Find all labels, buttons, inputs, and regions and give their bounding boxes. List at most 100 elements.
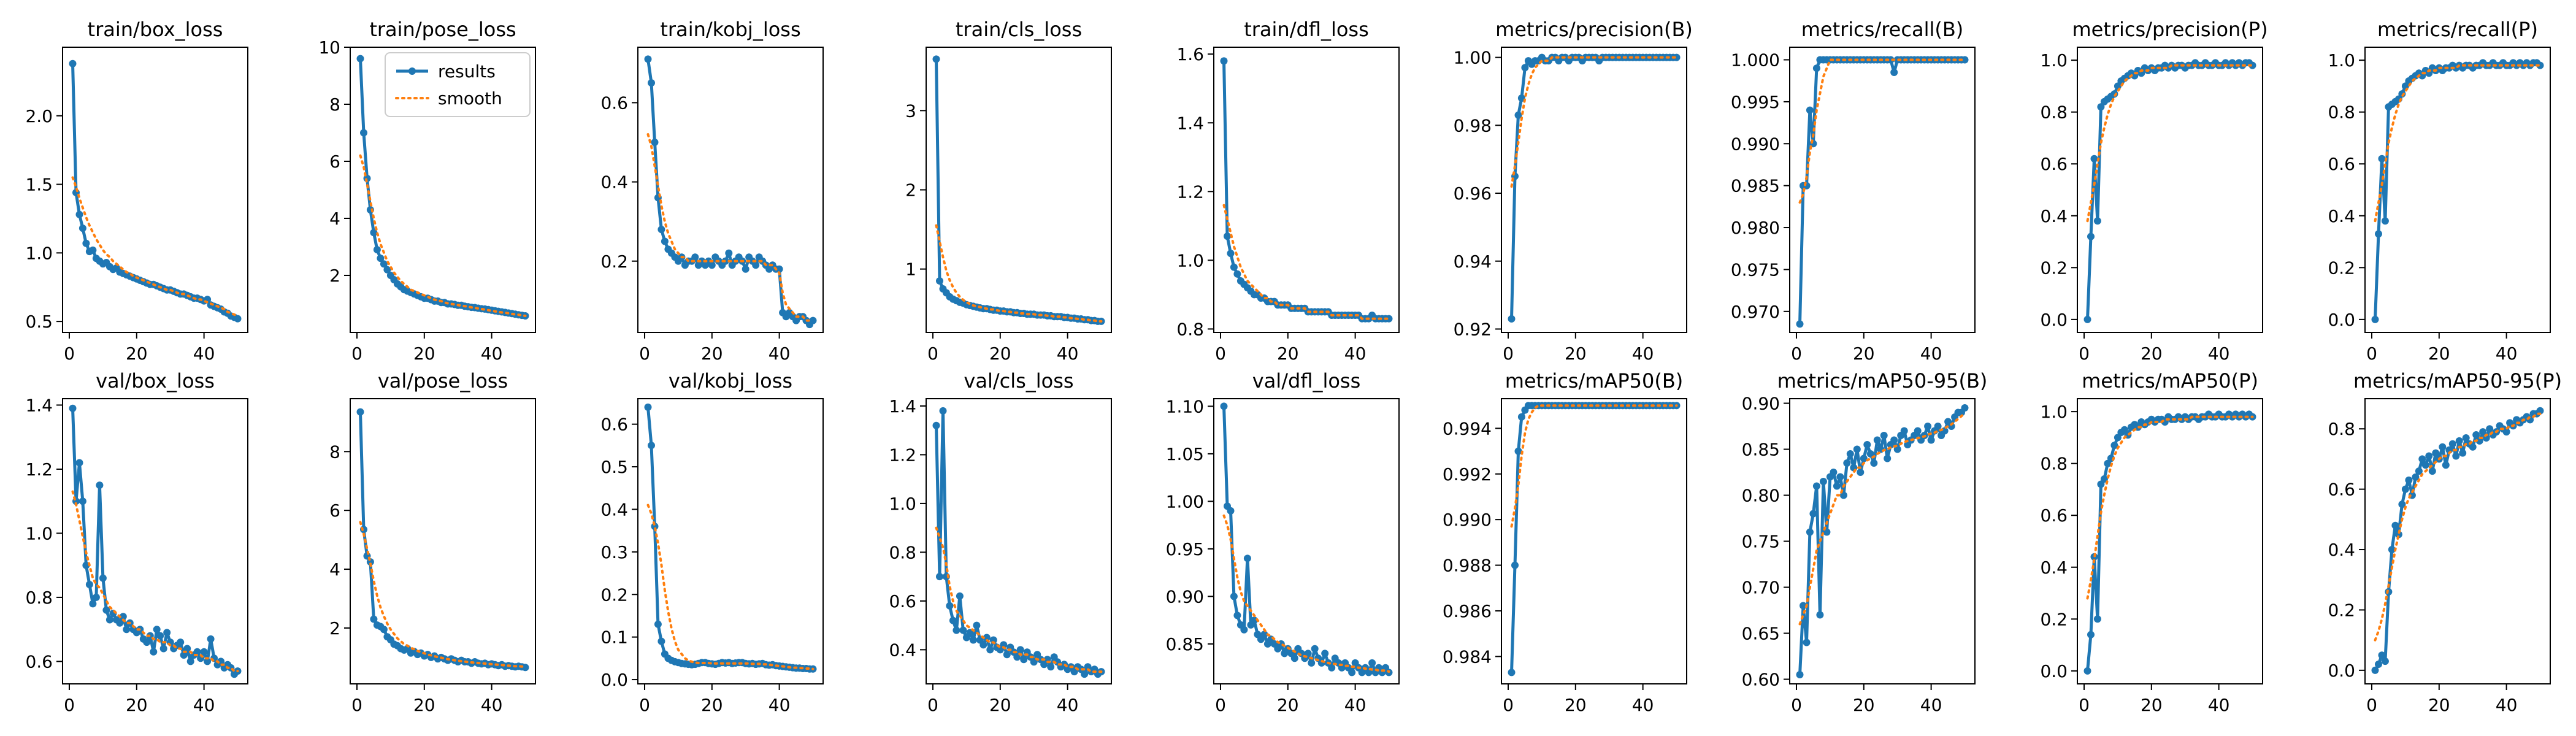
y-tick-label: 8 bbox=[329, 94, 340, 115]
results-point bbox=[92, 593, 100, 601]
results-point bbox=[204, 657, 212, 665]
smooth-line bbox=[2374, 412, 2542, 642]
x-tick-label: 40 bbox=[1057, 695, 1079, 715]
y-tick-label: 0.8 bbox=[25, 588, 53, 608]
results-point bbox=[1321, 650, 1329, 657]
results-point bbox=[356, 55, 364, 63]
axes-frame bbox=[637, 398, 824, 684]
y-tick-label: 0.95 bbox=[1166, 539, 1204, 559]
y-tick-label: 0.6 bbox=[600, 415, 628, 435]
y-tick-label: 1.05 bbox=[1166, 444, 1204, 464]
results-point bbox=[953, 626, 960, 634]
results-point bbox=[1812, 64, 1820, 72]
axes-frame bbox=[350, 47, 536, 333]
smooth-line bbox=[646, 133, 815, 322]
y-tick-label: 0.8 bbox=[1176, 319, 1204, 339]
subplot-metrics-map50-b: metrics/mAP50(B) 0 20 40 0.984 0.986 0.988 0.99… bbox=[1443, 369, 1687, 715]
results-point bbox=[2472, 431, 2480, 439]
results-point bbox=[1843, 459, 1851, 467]
y-tick-label: 1.10 bbox=[1166, 396, 1204, 416]
results-point bbox=[936, 277, 943, 285]
results-point bbox=[657, 226, 665, 234]
axes-frame bbox=[2364, 47, 2551, 333]
subplot-title: metrics/recall(B) bbox=[1801, 18, 1964, 41]
smooth-line bbox=[359, 154, 527, 317]
y-tick-label: 4 bbox=[329, 559, 340, 580]
x-tick-label: 40 bbox=[193, 695, 215, 715]
legend-results-label: results bbox=[438, 61, 496, 82]
x-tick-label: 40 bbox=[2208, 695, 2230, 715]
results-point bbox=[654, 620, 662, 628]
y-tick-label: 1.0 bbox=[25, 243, 53, 263]
subplot-val-pose-loss: val/pose_loss 0 20 40 2 4 6 8 bbox=[329, 369, 536, 715]
results-point bbox=[89, 246, 97, 254]
x-tick-label: 40 bbox=[481, 695, 503, 715]
axes-frame bbox=[926, 398, 1112, 684]
results-point bbox=[1030, 658, 1038, 666]
y-tick-label: 0.6 bbox=[2328, 480, 2355, 500]
subplot-title: val/cls_loss bbox=[964, 369, 1073, 393]
y-tick-label: 0.1 bbox=[600, 627, 628, 648]
subplot-train-kobj-loss: train/kobj_loss 0 20 40 0.2 0.4 0.6 bbox=[600, 18, 824, 364]
y-tick-label: 0.2 bbox=[600, 585, 628, 605]
subplot-metrics-map50-95-p: metrics/mAP50-95(P) 0 20 40 0.0 0.2 0.4 0.6 0.8 bbox=[2328, 369, 2562, 715]
x-tick-label: 20 bbox=[701, 343, 723, 364]
results-point bbox=[2378, 651, 2386, 659]
y-tick-label: 0.970 bbox=[1731, 302, 1780, 322]
y-tick-label: 0.992 bbox=[1443, 464, 1492, 485]
results-point bbox=[1893, 445, 1901, 453]
y-tick-label: 0.2 bbox=[600, 251, 628, 272]
y-tick-label: 1.0 bbox=[1176, 250, 1204, 270]
y-tick-label: 0.0 bbox=[2328, 661, 2355, 681]
results-point bbox=[1914, 427, 1922, 435]
results-point bbox=[2375, 661, 2382, 668]
axes-frame bbox=[926, 47, 1112, 333]
x-tick-label: 0 bbox=[1503, 343, 1514, 364]
subplot-title: metrics/mAP50(B) bbox=[1505, 369, 1684, 393]
axes-frame bbox=[62, 47, 248, 333]
results-point bbox=[1020, 656, 1028, 664]
y-tick-label: 0.85 bbox=[1166, 634, 1204, 654]
y-tick-label: 0.0 bbox=[2040, 661, 2068, 681]
results-point bbox=[2401, 485, 2409, 493]
results-point bbox=[1511, 561, 1519, 569]
results-point bbox=[2378, 155, 2386, 163]
results-point bbox=[2375, 230, 2382, 238]
y-tick-label: 0.98 bbox=[1454, 115, 1492, 136]
results-point bbox=[1517, 413, 1525, 421]
subplot-title: metrics/precision(B) bbox=[1495, 18, 1693, 41]
results-point bbox=[380, 260, 388, 268]
results-point bbox=[648, 79, 655, 87]
y-tick-label: 0.985 bbox=[1731, 176, 1780, 196]
results-point bbox=[2381, 217, 2389, 225]
results-point bbox=[644, 55, 652, 63]
results-point bbox=[1233, 611, 1241, 619]
results-point bbox=[973, 621, 981, 629]
results-point bbox=[2248, 61, 2256, 69]
y-tick-label: 8 bbox=[329, 442, 340, 462]
y-tick-label: 0.0 bbox=[600, 670, 628, 690]
x-tick-label: 40 bbox=[193, 343, 215, 364]
y-tick-label: 1.0 bbox=[2040, 402, 2068, 422]
results-point bbox=[1839, 491, 1847, 499]
x-tick-label: 0 bbox=[2079, 343, 2090, 364]
results-point bbox=[1924, 423, 1932, 430]
y-tick-label: 0.75 bbox=[1742, 532, 1780, 552]
results-point bbox=[1521, 64, 1529, 72]
results-point bbox=[1047, 663, 1055, 671]
y-tick-label: 0.4 bbox=[2040, 558, 2068, 578]
subplot-train-box-loss: train/box_loss 0 20 40 0.5 1.0 1.5 2.0 bbox=[25, 18, 248, 364]
results-point bbox=[79, 497, 86, 505]
results-point bbox=[1311, 645, 1319, 653]
y-tick-label: 0.96 bbox=[1454, 183, 1492, 204]
y-tick-label: 0.6 bbox=[2040, 154, 2068, 174]
results-point bbox=[150, 648, 158, 656]
results-point bbox=[356, 408, 364, 416]
results-point bbox=[2479, 428, 2487, 436]
x-tick-label: 40 bbox=[1632, 695, 1654, 715]
results-point bbox=[79, 224, 86, 232]
smooth-line bbox=[935, 526, 1103, 673]
subplot-val-box-loss: val/box_loss 0 20 40 0.6 0.8 1.0 1.2 1.4 bbox=[25, 369, 248, 715]
results-point bbox=[2388, 546, 2396, 553]
subplot-title: val/box_loss bbox=[96, 369, 215, 393]
